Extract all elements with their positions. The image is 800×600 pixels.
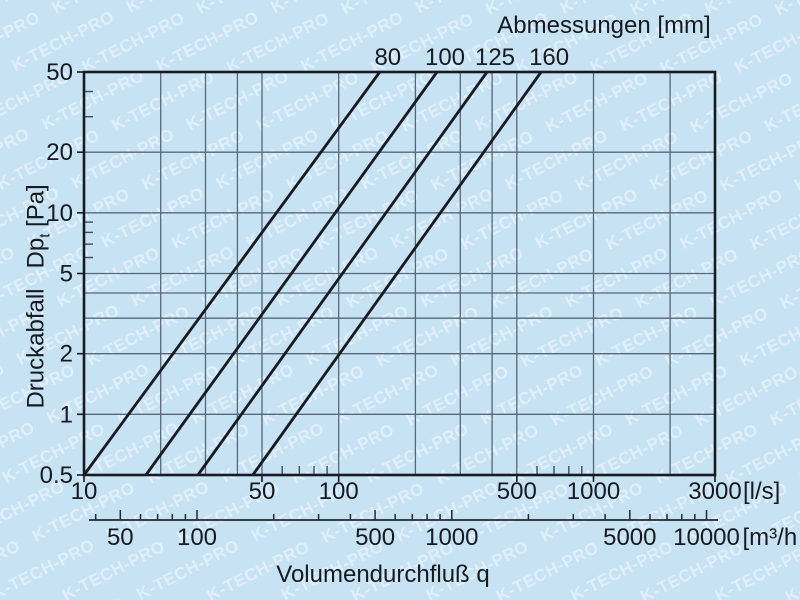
curve-160 bbox=[251, 71, 543, 476]
y-tick-label: 0.5 bbox=[40, 462, 73, 489]
y-tick-label: 1 bbox=[60, 401, 73, 428]
x-tick-label: 500 bbox=[497, 478, 537, 505]
x-tick-label: 1000 bbox=[567, 478, 620, 505]
curve-label-80: 80 bbox=[374, 44, 401, 71]
x-tick-label: 10 bbox=[71, 478, 98, 505]
curve-label-160: 160 bbox=[529, 44, 569, 71]
y-axis-title-subscript: t bbox=[36, 233, 54, 238]
secondary-tick-label: 1000 bbox=[425, 524, 478, 551]
secondary-axis-unit: [m³/h bbox=[743, 524, 798, 551]
curve-125 bbox=[196, 71, 489, 476]
secondary-tick-label: 50 bbox=[107, 524, 134, 551]
curve-label-125: 125 bbox=[475, 44, 515, 71]
y-tick-label: 2 bbox=[60, 341, 73, 368]
y-tick-label: 20 bbox=[46, 139, 73, 166]
y-tick-label: 50 bbox=[46, 59, 73, 86]
secondary-tick-label: 500 bbox=[355, 524, 395, 551]
y-axis-title-text: Druckabfall Dp bbox=[22, 237, 50, 409]
y-axis-title-unit: [Pa] bbox=[22, 184, 50, 234]
secondary-tick-label: 5000 bbox=[603, 524, 656, 551]
y-axis-title: Druckabfall Dpt [Pa] bbox=[23, 146, 54, 446]
x-tick-label: 50 bbox=[249, 478, 276, 505]
y-tick-label: 5 bbox=[60, 261, 73, 288]
x-tick-label: 3000 bbox=[688, 478, 741, 505]
y-tick-label: 10 bbox=[46, 200, 73, 227]
chart-title: Abmessungen [mm] bbox=[497, 12, 711, 39]
x-axis-title: Volumendurchfluß q bbox=[276, 561, 490, 588]
curve-label-100: 100 bbox=[425, 44, 465, 71]
secondary-tick-label: 10000 bbox=[673, 524, 740, 551]
x-tick-label: 100 bbox=[319, 478, 359, 505]
curve-80 bbox=[82, 71, 381, 476]
curve-100 bbox=[144, 71, 439, 476]
secondary-tick-label: 100 bbox=[177, 524, 217, 551]
x-axis-unit: [l/s] bbox=[743, 478, 780, 505]
